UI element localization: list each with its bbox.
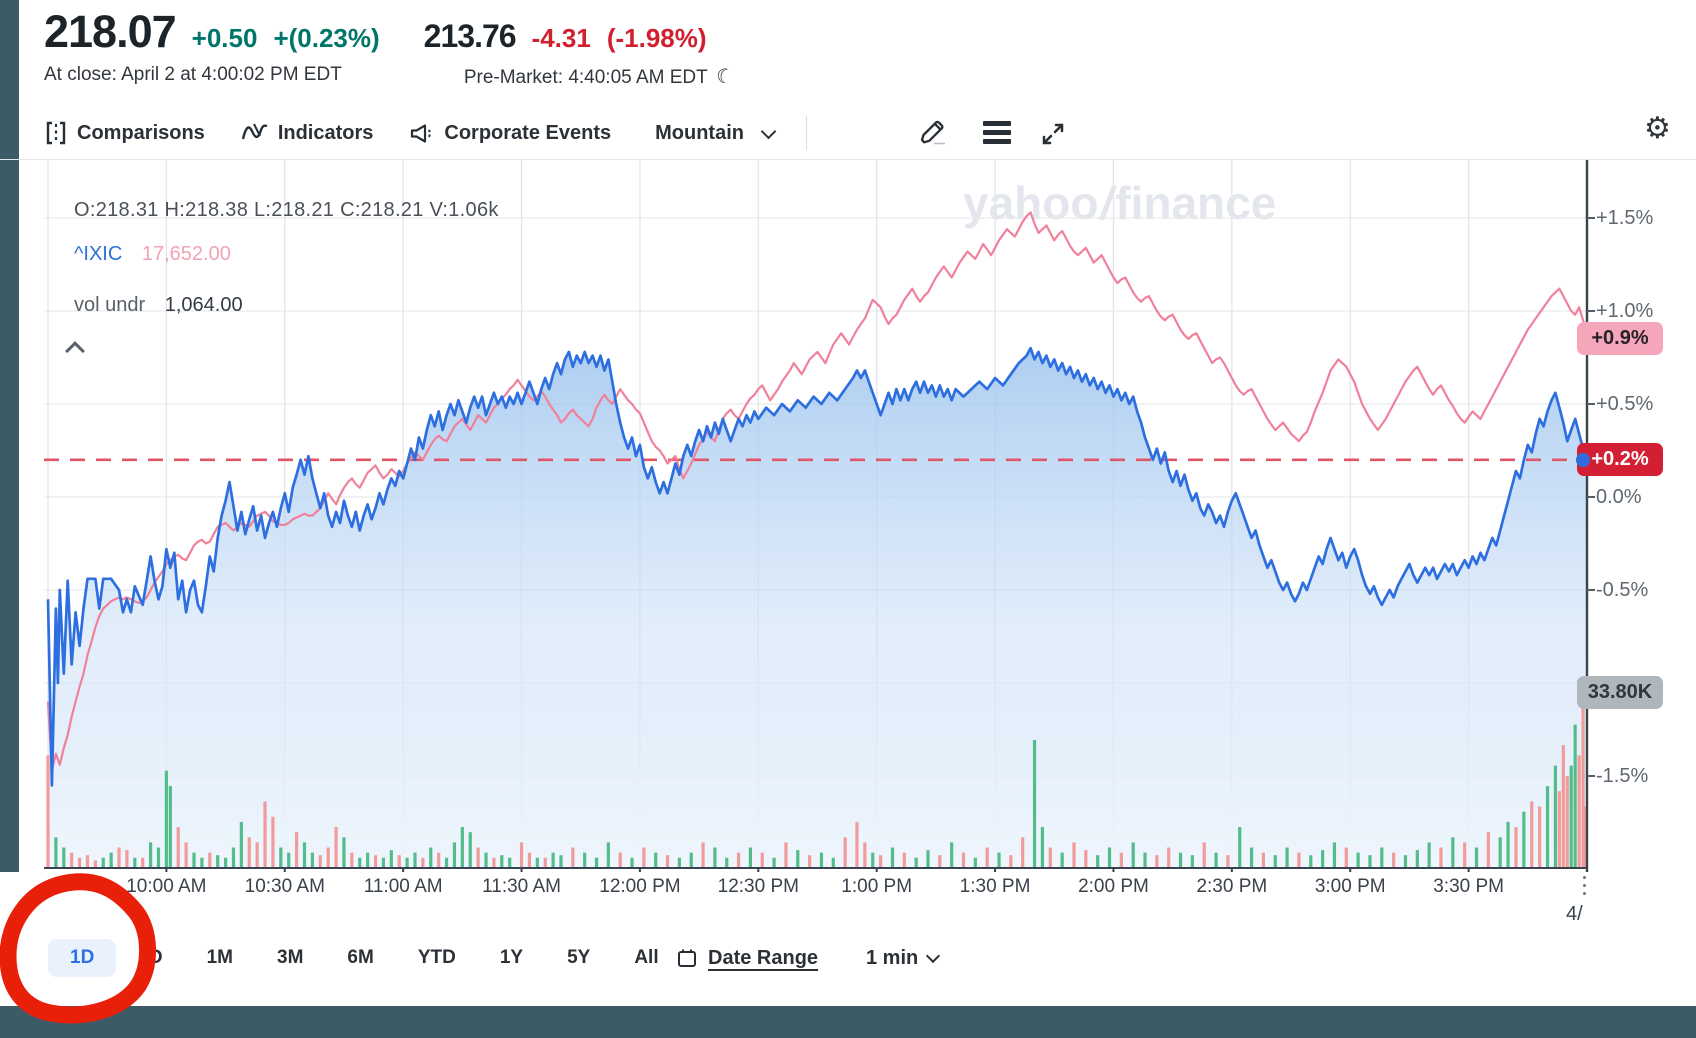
bottom-edge-band xyxy=(0,1006,1696,1038)
chart-menu-button[interactable] xyxy=(983,121,1011,144)
x-axis-label: 11:30 AM xyxy=(482,876,561,897)
interval-dropdown[interactable]: 1 min xyxy=(866,938,941,978)
price-chart-plot[interactable] xyxy=(44,160,1596,872)
pre-market-price: 213.76 xyxy=(423,18,517,54)
price-header: 218.07 +0.50 +(0.23%) 213.76 -4.31 (-1.9… xyxy=(44,6,707,62)
next-day-partial-label: 4/ xyxy=(1566,903,1583,925)
x-axis-label: 1:00 PM xyxy=(841,876,913,897)
pre-market-change-pct: (-1.98%) xyxy=(606,23,707,53)
hamburger-icon xyxy=(983,121,1011,126)
left-edge-strip xyxy=(0,0,19,872)
chart-toolbar: Comparisons Indicators Corporate Events … xyxy=(44,108,1684,158)
pencil-icon xyxy=(920,120,945,145)
volume-readout: vol undr 1,064.00 xyxy=(74,294,243,316)
last-price: 218.07 xyxy=(44,6,177,57)
indicators-icon xyxy=(241,121,269,145)
axis-dotted-tick xyxy=(1583,876,1586,879)
price-change-pct: +(0.23%) xyxy=(273,23,380,53)
comparisons-button[interactable]: Comparisons xyxy=(44,120,205,146)
indicators-button[interactable]: Indicators xyxy=(241,121,373,145)
range-button-1y[interactable]: 1Y xyxy=(499,947,524,968)
range-button-ytd[interactable]: YTD xyxy=(417,947,456,968)
y-axis-label: +0.5% xyxy=(1596,393,1654,415)
symbol-value: 17,652.00 xyxy=(141,243,231,265)
range-button-3m[interactable]: 3M xyxy=(277,947,304,968)
last-value-badge: +0.2% xyxy=(1577,443,1663,476)
pre-market-change: -4.31 xyxy=(531,23,591,53)
x-axis-label: 12:00 PM xyxy=(599,876,681,897)
x-axis-label: 1:30 PM xyxy=(959,876,1031,897)
x-axis-label: 10:30 AM xyxy=(244,876,325,897)
chevron-up-icon xyxy=(65,341,85,361)
chart-type-dropdown[interactable]: Mountain xyxy=(655,122,777,145)
price-subtitles: At close: April 2 at 4:00:02 PM EDT Pre-… xyxy=(44,64,736,90)
moon-icon: ☾ xyxy=(713,64,736,90)
range-button-1m[interactable]: 1M xyxy=(206,947,233,968)
range-button-5d[interactable]: 5D xyxy=(138,947,163,968)
calendar-icon xyxy=(678,949,696,967)
settings-gear-icon[interactable]: ⚙ xyxy=(1644,112,1671,145)
collapse-panel-button[interactable] xyxy=(65,341,85,361)
x-axis-label: 11:00 AM xyxy=(363,876,443,897)
chevron-down-icon xyxy=(760,123,777,139)
y-axis-label: 0.0% xyxy=(1596,486,1642,508)
y-axis-label: +1.0% xyxy=(1596,300,1654,322)
ohlcv-readout: O:218.31 H:218.38 L:218.21 C:218.21 V:1.… xyxy=(74,199,499,221)
last-price-dot xyxy=(1576,453,1590,467)
y-axis-label: -0.5% xyxy=(1596,579,1649,601)
axis-dotted-tick xyxy=(1583,892,1586,895)
x-axis-label: 2:00 PM xyxy=(1078,876,1149,897)
expand-icon xyxy=(1042,123,1064,145)
date-range-button[interactable]: Date Range xyxy=(676,938,818,978)
x-axis-label: 2:30 PM xyxy=(1196,876,1268,897)
toolbar-divider xyxy=(0,159,1696,160)
x-axis-label: 3:00 PM xyxy=(1314,876,1386,897)
range-button-1d[interactable]: 1D xyxy=(48,939,117,977)
comparison-symbol-readout: ^IXIC 17,652.00 xyxy=(74,243,231,266)
x-axis-label: 12:30 PM xyxy=(717,876,799,897)
x-axis-label: 10:00 AM xyxy=(126,876,207,897)
range-button-5y[interactable]: 5Y xyxy=(567,947,591,968)
axis-dotted-tick xyxy=(1583,884,1586,887)
range-button-6m[interactable]: 6M xyxy=(347,947,374,968)
at-close-label: At close: April 2 at 4:00:02 PM EDT xyxy=(44,64,342,85)
megaphone-icon xyxy=(409,121,435,145)
comparisons-icon xyxy=(44,120,68,146)
toolbar-separator xyxy=(805,116,807,150)
yahoo-finance-watermark: yahoo/finance xyxy=(963,177,1277,229)
range-button-all[interactable]: All xyxy=(634,947,659,968)
draw-button[interactable] xyxy=(916,116,950,155)
last-value-badge: +0.9% xyxy=(1577,322,1663,355)
x-axis-label: 3:30 PM xyxy=(1433,876,1504,897)
price-change: +0.50 xyxy=(191,23,258,53)
symbol-ticker[interactable]: ^IXIC xyxy=(74,243,123,265)
pre-market-label: Pre-Market: 4:40:05 AM EDT ☾ xyxy=(463,64,736,90)
fullscreen-button[interactable] xyxy=(1038,119,1068,154)
y-axis-label: -1.5% xyxy=(1596,765,1649,787)
y-axis-label: +1.5% xyxy=(1596,207,1654,229)
volume-last-badge: 33.80K xyxy=(1577,676,1663,709)
range-selector-bar: 1D 5D 1M 3M 6M YTD 1Y 5Y All xyxy=(48,938,703,978)
corporate-events-button[interactable]: Corporate Events xyxy=(409,121,611,145)
chevron-down-icon xyxy=(926,948,941,964)
